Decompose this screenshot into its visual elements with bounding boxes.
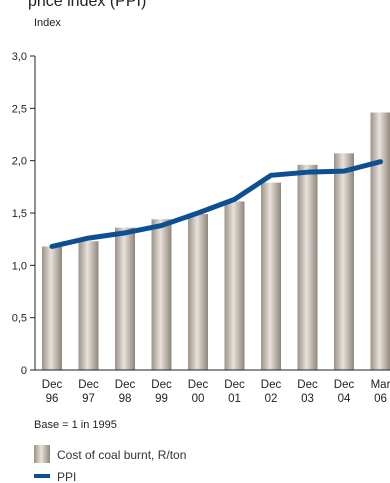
y-tick-label: 0,5: [12, 313, 27, 325]
legend-label-coal: Cost of coal burnt, R/ton: [57, 448, 186, 462]
y-tick-label: 1,0: [12, 260, 27, 272]
bar: [370, 112, 390, 371]
bar: [261, 182, 281, 370]
x-tick-label-bottom: 99: [155, 393, 168, 405]
bars-group: [42, 112, 390, 371]
x-tick-label-top: Dec: [334, 379, 355, 391]
bar: [115, 227, 135, 370]
x-tick-label-top: Dec: [188, 379, 209, 391]
x-tick-label-top: Dec: [261, 379, 282, 391]
legend: Cost of coal burnt, R/ton PPI: [34, 445, 186, 483]
x-tick-label-bottom: 03: [301, 393, 314, 405]
chart-title: price index (PPI): [28, 0, 146, 10]
ppi-line-group: [49, 159, 383, 249]
x-tick-label-top: Dec: [224, 379, 245, 391]
legend-swatch-ppi: [34, 474, 50, 478]
bar: [224, 201, 245, 370]
x-tick-label-bottom: 00: [192, 393, 205, 405]
bar: [188, 214, 208, 370]
y-tick-label: 3,0: [12, 51, 27, 63]
legend-label-ppi: PPI: [57, 470, 76, 483]
x-tick-label-bottom: 01: [228, 393, 241, 405]
bar: [297, 164, 318, 370]
base-note: Base = 1 in 1995: [34, 419, 117, 431]
x-tick-label-bottom: 98: [119, 393, 132, 405]
x-tick-label-top: Dec: [297, 379, 318, 391]
x-tick-label-top: Dec: [115, 379, 136, 391]
bar: [42, 246, 62, 370]
y-tick-label: 0: [21, 365, 27, 377]
x-tick-label-top: Dec: [78, 379, 99, 391]
x-labels-group: Dec 96 Dec 97 Dec 98 Dec 99 Dec 00 Dec 01 Dec 02 Dec 03…: [42, 379, 390, 405]
x-tick-label-bottom: 06: [374, 393, 387, 405]
bar: [334, 153, 354, 370]
y-ticks-group: 0 0,5 1,0 1,5 2,0 2,5 3,0: [12, 51, 35, 377]
x-tick-label-bottom: 04: [338, 393, 351, 405]
x-tick-label-top: Mar: [371, 379, 390, 391]
legend-swatch-coal: [34, 445, 50, 463]
ppi-line: [49, 159, 383, 249]
y-axis-label: Index: [34, 17, 61, 29]
x-tick-label-top: Dec: [151, 379, 172, 391]
x-tick-label-bottom: 96: [46, 393, 59, 405]
y-tick-label: 1,5: [12, 208, 27, 220]
y-tick-label: 2,0: [12, 156, 27, 168]
x-tick-label-bottom: 97: [82, 393, 95, 405]
bar: [151, 219, 172, 370]
bar: [78, 241, 99, 370]
x-tick-label-top: Dec: [42, 379, 63, 391]
x-tick-label-bottom: 02: [265, 393, 278, 405]
y-tick-label: 2,5: [12, 103, 27, 115]
